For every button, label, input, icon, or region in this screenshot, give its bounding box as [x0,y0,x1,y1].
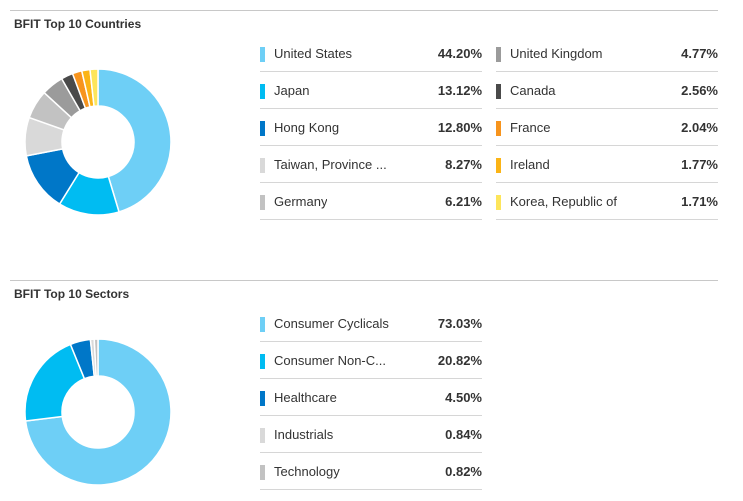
legend-swatch [260,121,265,136]
legend-swatch [260,84,265,99]
sectors-donut-chart [24,338,172,486]
legend-item-united-states: United States 44.20% [260,36,482,72]
legend-value: 8.27% [445,157,482,172]
legend-label: Taiwan, Province ... [274,157,387,172]
legend-value: 1.71% [681,194,718,209]
legend-value: 1.77% [681,157,718,172]
legend-row-divider [260,415,482,416]
legend-row-divider [496,182,718,183]
legend-swatch [496,84,501,99]
legend-row-divider [260,341,482,342]
legend-label: Canada [510,83,556,98]
legend-swatch [260,195,265,210]
legend-label: Consumer Non-C... [274,353,386,368]
legend-value: 4.50% [445,390,482,405]
legend-value: 13.12% [437,83,482,98]
legend-item-ireland: Ireland 1.77% [496,147,718,183]
legend-label: United States [274,46,353,61]
legend-swatch [496,121,501,136]
legend-label: France [510,120,551,135]
legend-item-japan: Japan 13.12% [260,73,482,109]
legend-label: Consumer Cyclicals [274,316,389,331]
legend-item-hong-kong: Hong Kong 12.80% [260,110,482,146]
legend-swatch [260,317,265,332]
legend-label: Japan [274,83,310,98]
legend-label: Korea, Republic of [510,194,617,209]
legend-swatch [260,428,265,443]
legend-label: Germany [274,194,328,209]
legend-swatch [496,158,501,173]
legend-row-divider [260,182,482,183]
legend-item-korea-republic-of: Korea, Republic of 1.71% [496,184,718,220]
legend-label: Technology [274,464,340,479]
legend-swatch [260,465,265,480]
legend-value: 12.80% [437,120,482,135]
legend-label: United Kingdom [510,46,603,61]
legend-row-divider [496,219,718,220]
legend-swatch [496,47,501,62]
legend-value: 2.04% [681,120,718,135]
donut-slice-technology [93,338,99,377]
legend-swatch [260,354,265,369]
countries-title: BFIT Top 10 Countries [14,17,142,31]
legend-row-divider [260,378,482,379]
legend-value: 20.82% [437,353,482,368]
legend-row-divider [260,71,482,72]
legend-item-consumer-cyclicals: Consumer Cyclicals 73.03% [260,306,482,342]
legend-item-industrials: Industrials 0.84% [260,417,482,453]
legend-swatch [260,391,265,406]
legend-row-divider [496,71,718,72]
legend-item-technology: Technology 0.82% [260,454,482,490]
legend-label: Healthcare [274,390,337,405]
countries-donut-chart [24,68,172,216]
legend-row-divider [496,145,718,146]
legend-item-canada: Canada 2.56% [496,73,718,109]
legend-item-france: France 2.04% [496,110,718,146]
legend-row-divider [260,145,482,146]
legend-label: Hong Kong [274,120,340,135]
legend-row-divider [496,108,718,109]
legend-value: 44.20% [437,46,482,61]
legend-value: 2.56% [681,83,718,98]
sectors-title: BFIT Top 10 Sectors [14,287,130,301]
legend-row-divider [260,452,482,453]
donut-slice-korea-republic-of [89,68,99,108]
sectors-section: BFIT Top 10 Sectors Consumer Cyclicals 73… [0,280,743,500]
legend-item-taiwan-province: Taiwan, Province ... 8.27% [260,147,482,183]
legend-item-germany: Germany 6.21% [260,184,482,220]
legend-label: Ireland [510,157,550,172]
legend-item-united-kingdom: United Kingdom 4.77% [496,36,718,72]
legend-value: 4.77% [681,46,718,61]
legend-swatch [260,158,265,173]
donut-slice-consumer-cyclicals [24,338,172,486]
legend-swatch [260,47,265,62]
legend-value: 0.82% [445,464,482,479]
legend-value: 73.03% [437,316,482,331]
legend-row-divider [260,489,482,490]
legend-row-divider [260,219,482,220]
legend-value: 6.21% [445,194,482,209]
legend-row-divider [260,108,482,109]
legend-swatch [496,195,501,210]
legend-item-healthcare: Healthcare 4.50% [260,380,482,416]
donut-slice-united-states [97,68,172,213]
legend-label: Industrials [274,427,334,442]
section-divider [10,280,718,281]
section-divider [10,10,718,11]
countries-section: BFIT Top 10 Countries United States 44.20… [0,10,743,260]
legend-item-consumer-non-c: Consumer Non-C... 20.82% [260,343,482,379]
legend-value: 0.84% [445,427,482,442]
